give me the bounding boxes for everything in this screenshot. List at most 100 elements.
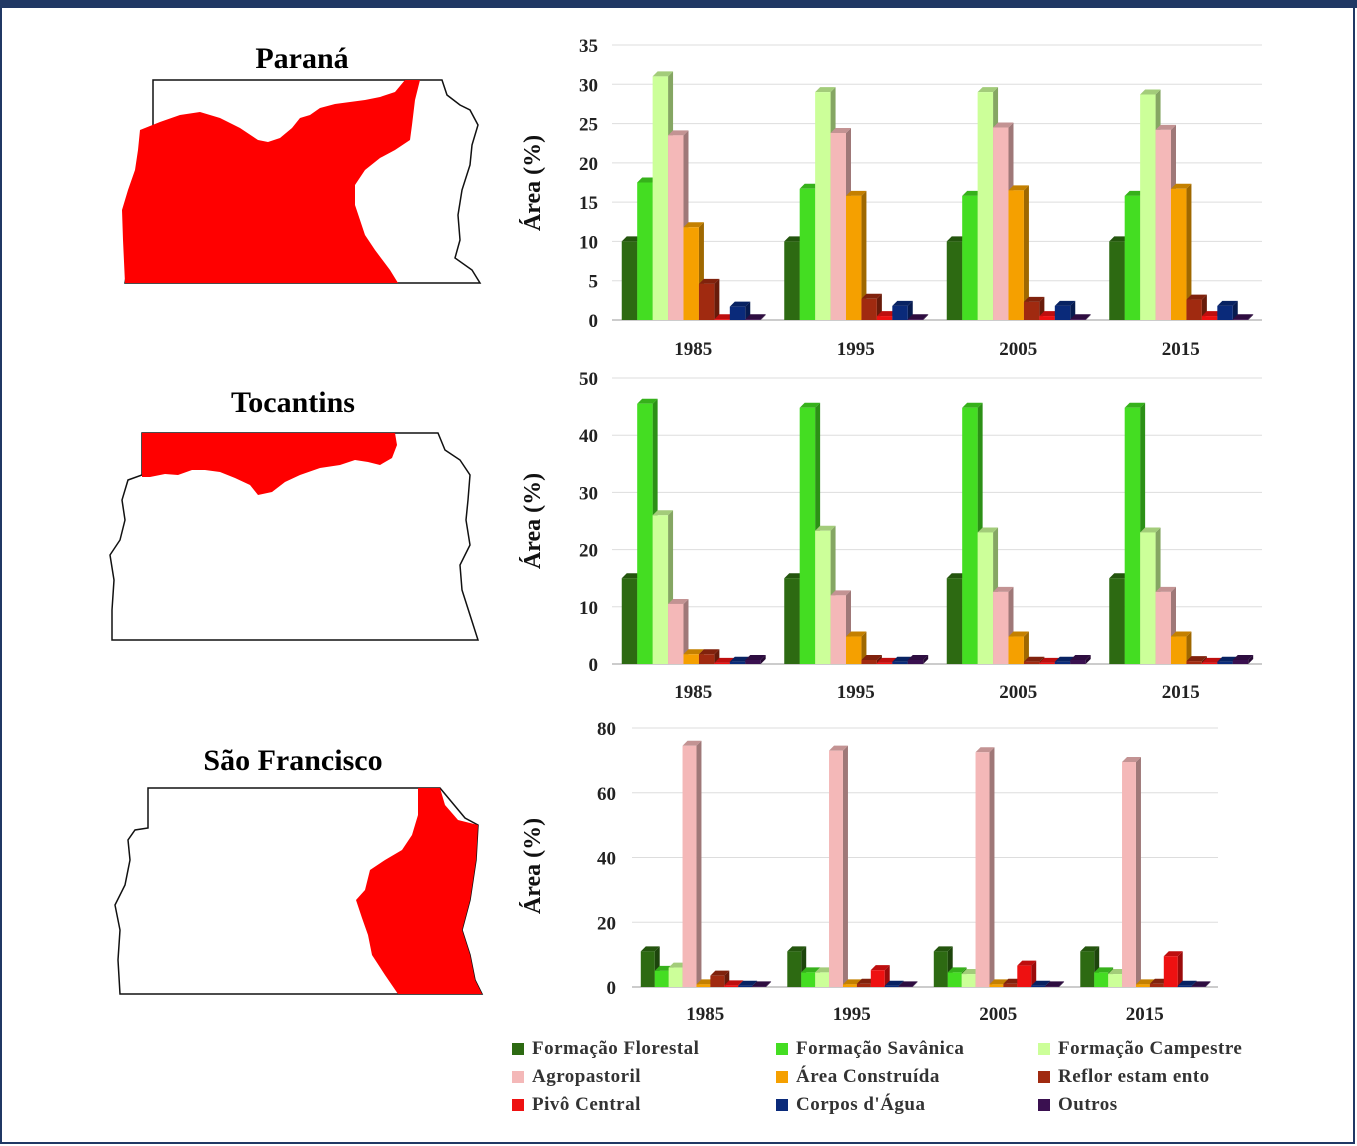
bar-front [1155, 129, 1171, 320]
bar-top [738, 980, 758, 986]
bar-side [1248, 654, 1254, 664]
bar-front [1039, 316, 1055, 320]
bar-front [977, 532, 994, 664]
bar-top [1023, 296, 1045, 302]
bar-front [892, 661, 908, 664]
bar-front [842, 984, 857, 987]
bar-front [947, 972, 962, 987]
bar-front [668, 603, 684, 664]
bar-top [884, 980, 904, 986]
bar-front [892, 305, 908, 320]
bar [870, 965, 890, 987]
bar-side [1248, 314, 1254, 320]
bar-front [946, 241, 963, 320]
bar-top [652, 71, 674, 77]
bar [1163, 951, 1183, 987]
bar-front [698, 654, 715, 664]
bar-front [1201, 662, 1218, 664]
bar-side [1135, 756, 1141, 987]
bar-side [912, 981, 918, 987]
bar-side [907, 300, 913, 320]
bar-top [1109, 573, 1130, 579]
bar-front [861, 659, 877, 664]
y-tick-label: 5 [589, 272, 599, 293]
bar-top [1124, 402, 1146, 408]
bar-front [856, 983, 871, 987]
bar-side [989, 747, 995, 987]
bar-front [907, 319, 924, 320]
bar-front [846, 195, 862, 320]
y-tick-label: 50 [579, 369, 598, 390]
bar-front [1054, 305, 1071, 320]
bar-top [876, 311, 898, 317]
bar-top [1177, 980, 1197, 986]
bar-top [830, 128, 851, 133]
bar-side [696, 740, 702, 987]
bar-side [760, 314, 766, 320]
legend-swatch [512, 1043, 524, 1055]
bar-front [884, 985, 899, 987]
bar-front [870, 970, 885, 987]
bar-front [1039, 662, 1055, 664]
bar-front [1201, 316, 1218, 320]
bar-front [1171, 188, 1187, 320]
bar-side [1085, 314, 1091, 320]
bar-front [729, 306, 746, 320]
bar-top [892, 300, 913, 306]
legend-swatch [1038, 1099, 1050, 1111]
bar-front [1163, 956, 1178, 987]
bar-front [724, 985, 739, 987]
bar-front [714, 662, 730, 664]
bar-front [668, 967, 683, 987]
bar-top [870, 965, 890, 971]
bar-front [1108, 974, 1123, 987]
bar-front [696, 984, 711, 987]
bar-front [861, 298, 877, 320]
legend-item: Área Construída [776, 1066, 940, 1088]
figure-frame [0, 8, 1355, 1144]
bar-top [801, 967, 821, 973]
bar-front [637, 403, 653, 664]
bar-top [815, 87, 836, 93]
bar-top [1045, 981, 1065, 987]
y-tick-label: 10 [579, 598, 598, 619]
bar-front [654, 970, 669, 987]
bar [1017, 960, 1037, 987]
x-tick-label: 1995 [837, 682, 875, 703]
legend-label: Área Construída [796, 1066, 940, 1087]
bar [1171, 183, 1192, 320]
bar [752, 981, 772, 987]
x-tick-label: 1995 [837, 339, 875, 360]
bar-top [1171, 183, 1192, 189]
y-tick-label: 10 [579, 232, 598, 253]
bar-front [1122, 761, 1136, 987]
bar-top [752, 981, 772, 987]
bar-front [1023, 661, 1040, 664]
bar-side [1031, 960, 1037, 987]
bar [1045, 981, 1065, 987]
legend-item: Formação Florestal [512, 1038, 699, 1060]
y-tick-label: 0 [607, 978, 617, 999]
bar-front [652, 76, 669, 320]
bar-front [1017, 965, 1032, 987]
bar-top [1186, 294, 1207, 300]
legend-item: Reflor estam ento [1038, 1066, 1210, 1088]
bar-side [1085, 654, 1091, 664]
bar-top [1054, 656, 1076, 662]
y-tick-label: 20 [597, 913, 616, 934]
x-tick-label: 1985 [674, 682, 712, 703]
bar-top [1122, 756, 1141, 762]
legend-label: Outros [1058, 1094, 1118, 1115]
bar-front [640, 951, 655, 987]
y-tick-label: 0 [589, 311, 599, 332]
bar-front [1140, 94, 1156, 320]
y-tick-label: 20 [579, 154, 598, 175]
bar-top [861, 293, 882, 299]
bar [745, 314, 766, 320]
bar-front [738, 985, 753, 987]
bar-top [784, 236, 805, 242]
bar-top [933, 946, 953, 952]
x-tick-label: 2005 [979, 1004, 1017, 1025]
legend-swatch [776, 1043, 788, 1055]
